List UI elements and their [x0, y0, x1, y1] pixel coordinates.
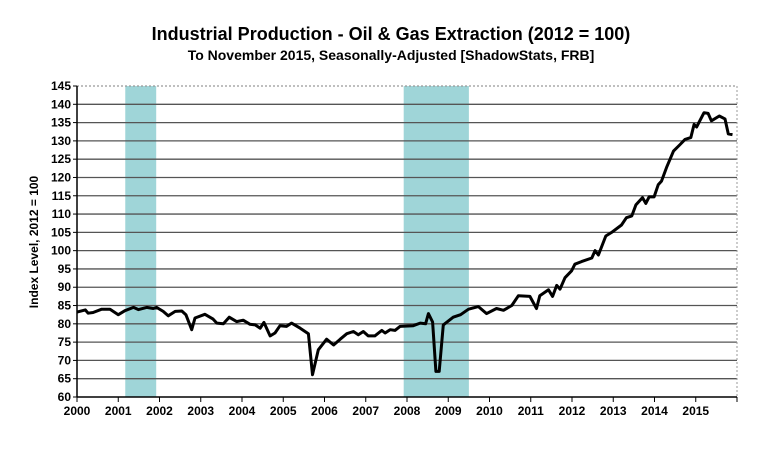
y-tick-label: 145	[51, 79, 71, 93]
x-tick-label: 2001	[105, 404, 132, 418]
y-tick-label: 65	[58, 372, 72, 386]
y-tick-label: 80	[58, 317, 72, 331]
recession-shading	[125, 86, 469, 397]
y-tick-label: 95	[58, 262, 72, 276]
x-tick-label: 2006	[311, 404, 338, 418]
x-tick-label: 2015	[682, 404, 709, 418]
x-tick-label: 2007	[352, 404, 379, 418]
x-tick-label: 2000	[64, 404, 91, 418]
recession-band	[403, 86, 469, 397]
y-tick-label: 90	[58, 280, 72, 294]
gridlines	[73, 85, 738, 402]
x-tick-label: 2011	[518, 404, 544, 418]
y-tick-label: 105	[51, 225, 71, 239]
y-tick-label: 135	[51, 116, 71, 130]
x-tick-label: 2009	[435, 404, 462, 418]
axes	[76, 86, 738, 398]
y-tick-labels: 60 65 70 75 80 85 90 95 100 105 110 115 120 125 130 135…	[51, 79, 71, 404]
x-tick-labels: 2000 2001 2002 2003 2004 2005 2006 2007 2008 2009…	[64, 404, 710, 418]
y-tick-label: 115	[52, 189, 72, 203]
x-tick-label: 2004	[229, 404, 256, 418]
x-tick-label: 2010	[476, 404, 503, 418]
x-tick-label: 2005	[270, 404, 297, 418]
x-tick-label: 2014	[641, 404, 668, 418]
y-tick-label: 125	[51, 152, 71, 166]
y-tick-label: 120	[51, 170, 71, 184]
recession-band	[125, 86, 157, 397]
y-tick-label: 110	[52, 207, 72, 221]
y-tick-label: 140	[51, 97, 71, 111]
series-line-oil-gas-index	[76, 111, 733, 377]
y-tick-label: 100	[51, 244, 71, 258]
x-tick-label: 2008	[394, 404, 421, 418]
y-tick-label: 70	[58, 353, 72, 367]
x-tick-label: 2013	[600, 404, 627, 418]
y-tick-label: 60	[58, 390, 72, 404]
y-axis-label: Index Level, 2012 = 100	[27, 175, 41, 308]
chart-subtitle: To November 2015, Seasonally-Adjusted [S…	[188, 47, 595, 63]
y-tick-label: 75	[58, 335, 72, 349]
y-tick-label: 85	[58, 299, 72, 313]
x-tick-label: 2012	[559, 404, 586, 418]
x-tick-label: 2002	[146, 404, 173, 418]
chart-title: Industrial Production - Oil & Gas Extrac…	[152, 24, 631, 44]
x-tick-label: 2003	[187, 404, 214, 418]
y-tick-label: 130	[51, 134, 71, 148]
